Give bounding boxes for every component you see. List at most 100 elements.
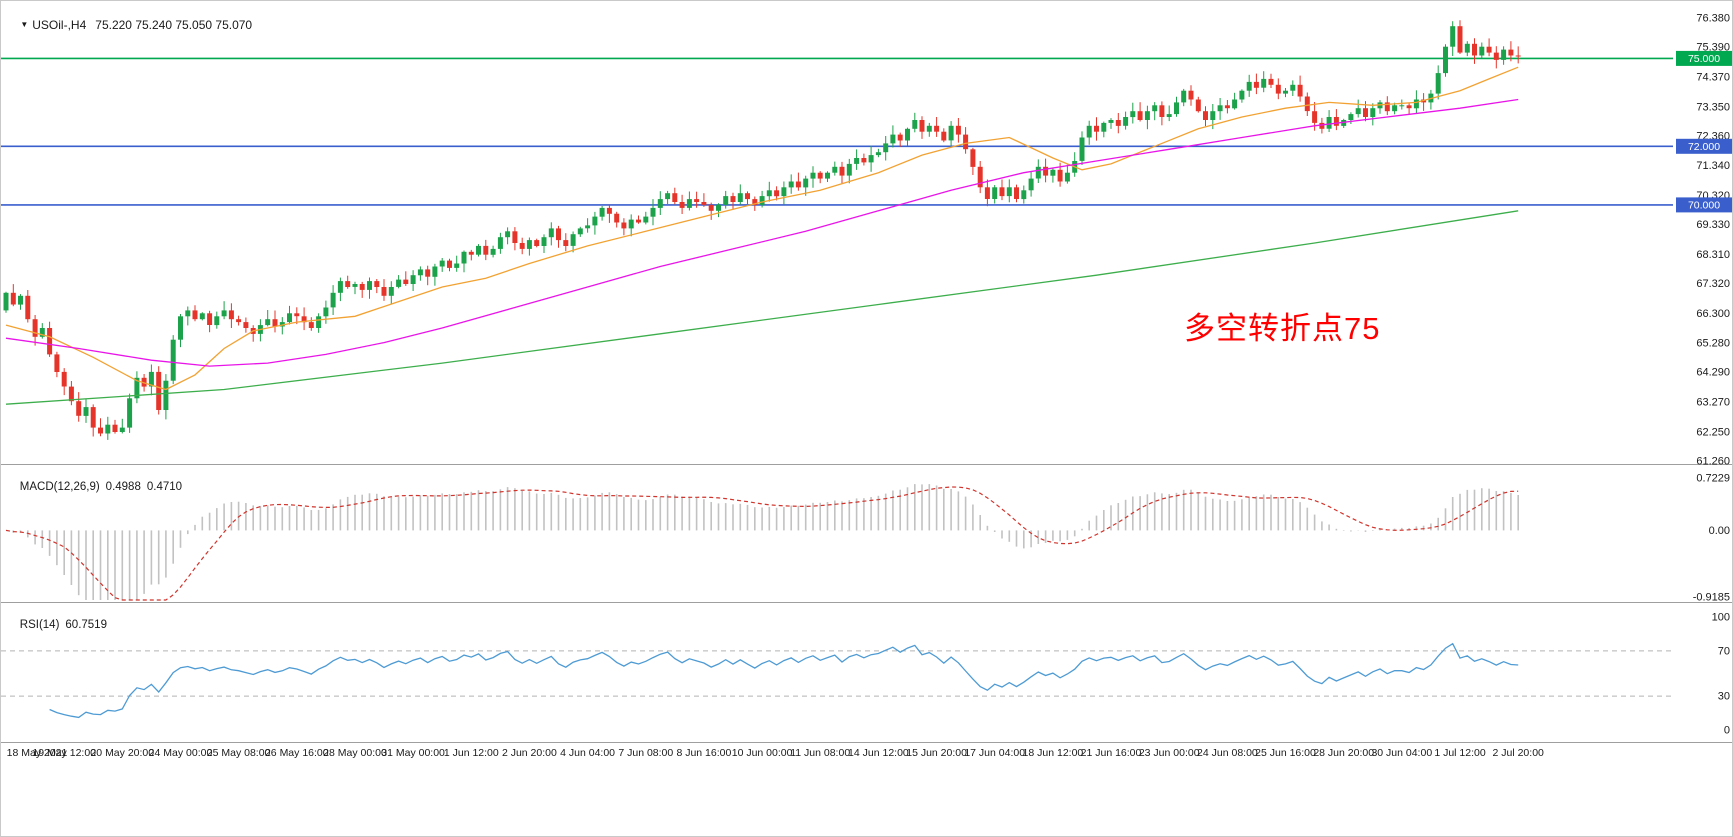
ma-mid-magenta-line (5, 98, 1519, 367)
candle-body (337, 281, 343, 293)
time-scale-label: 28 May 00:00 (323, 747, 387, 759)
price-scale[interactable]: 76.38075.39074.37073.35072.36071.34070.3… (1676, 13, 1732, 468)
candle-body (105, 424, 111, 434)
time-scale-label: 21 Jun 16:00 (1081, 747, 1142, 759)
candle-body (1203, 111, 1208, 120)
candle-body (875, 152, 881, 156)
candle-body (1275, 84, 1281, 94)
candle-body (461, 251, 467, 264)
candle-body (367, 281, 372, 290)
horizontal-line-objects[interactable] (1, 57, 1673, 206)
candle-body (1392, 105, 1398, 112)
candle-body (439, 260, 445, 267)
time-scale-label: 18 Jun 12:00 (1023, 747, 1084, 759)
time-scale-label: 24 Jun 08:00 (1197, 747, 1258, 759)
ohlc-quote: 75.220 75.240 75.050 75.070 (95, 18, 253, 32)
macd-main-value: 0.4988 (105, 481, 141, 493)
time-scale-label: 2 Jul 20:00 (1493, 747, 1545, 759)
macd-signal-value: 0.4710 (146, 481, 183, 493)
candle-body (98, 427, 103, 434)
candle-body (388, 287, 394, 296)
rsi-scale-label: 30 (1718, 691, 1730, 703)
candle-body (1268, 78, 1274, 85)
candle-body (1210, 111, 1216, 120)
price-scale-label: 68.310 (1696, 249, 1730, 261)
candle-body (1304, 96, 1310, 112)
candle-body (512, 231, 518, 243)
candle-body (1028, 178, 1034, 191)
candle-body (1319, 122, 1325, 129)
candle-body (541, 237, 547, 246)
candle-body (970, 149, 976, 167)
rsi-title: RSI(14) (19, 619, 60, 631)
candle-body (1370, 108, 1376, 117)
candle-body (599, 207, 605, 217)
candle-body (548, 228, 554, 238)
candle-body (1174, 102, 1179, 115)
time-scale-label: 17 Jun 04:00 (964, 747, 1025, 759)
candle-body (730, 196, 736, 202)
macd-indicator-label: MACD(12,26,9) 0.4988 0.4710 (7, 469, 188, 505)
candle-body (1014, 187, 1019, 199)
time-scale-label: 11 Jun 08:00 (790, 747, 850, 759)
candle-body (279, 322, 285, 327)
candle-body (1501, 49, 1507, 60)
annotation-text: 多空转折点75 (1184, 311, 1381, 346)
candle-body (897, 134, 903, 141)
candle-body (694, 199, 700, 202)
price-scale-label: 69.330 (1696, 219, 1730, 231)
candle-body (737, 193, 743, 202)
candle-body (1035, 166, 1041, 179)
time-scale-label: 23 Jun 00:00 (1139, 747, 1200, 759)
candle-body (32, 319, 38, 337)
candle-body (657, 199, 663, 208)
time-scale-label: 14 Jun 12:00 (848, 747, 909, 759)
candle-body (1406, 105, 1412, 109)
ma-slow-green-line (5, 210, 1519, 405)
candle-body (766, 190, 772, 197)
candle-body (577, 228, 583, 235)
candle-body (803, 178, 809, 188)
candle-body (228, 310, 234, 320)
candle-body (352, 284, 358, 287)
candle-body (1232, 99, 1238, 109)
candle-body (1239, 90, 1245, 100)
candle-body (425, 269, 431, 277)
macd-title: MACD(12,26,9) (19, 481, 100, 493)
candle-body (781, 187, 787, 197)
candle-body (810, 172, 816, 179)
candle-body (134, 377, 140, 399)
candle-body (926, 125, 932, 132)
candle-body (221, 310, 227, 317)
candle-body (214, 316, 220, 326)
candle-body (76, 401, 82, 416)
rsi-scale[interactable]: 100 70 30 0 (1712, 612, 1730, 737)
candle-body (955, 125, 961, 135)
candle-body (141, 377, 147, 387)
candle-body (301, 316, 307, 323)
candle-body (490, 248, 496, 255)
time-scale-label: 10 Jun 00:00 (732, 747, 793, 759)
candle-body (708, 204, 714, 211)
rsi-scale-label: 70 (1718, 645, 1730, 657)
candle-body (723, 196, 729, 205)
macd-scale-label: -0.9185 (1693, 592, 1730, 604)
macd-signal-line (5, 486, 1519, 601)
candle-body (854, 158, 860, 164)
candle-body (18, 295, 23, 305)
candle-body (90, 407, 96, 428)
candle-body (170, 339, 176, 381)
candle-body (148, 371, 154, 387)
candle-body (25, 295, 31, 320)
candle-body (526, 240, 532, 249)
macd-scale[interactable]: 0.7229 0.00 -0.9185 (1693, 473, 1730, 604)
candle-body (178, 316, 183, 340)
candle-body (643, 216, 649, 223)
candle-body (468, 251, 474, 255)
candle-body (1021, 190, 1027, 200)
candle-body (716, 204, 721, 211)
collapse-triangle-icon[interactable]: ▼ (20, 20, 29, 29)
